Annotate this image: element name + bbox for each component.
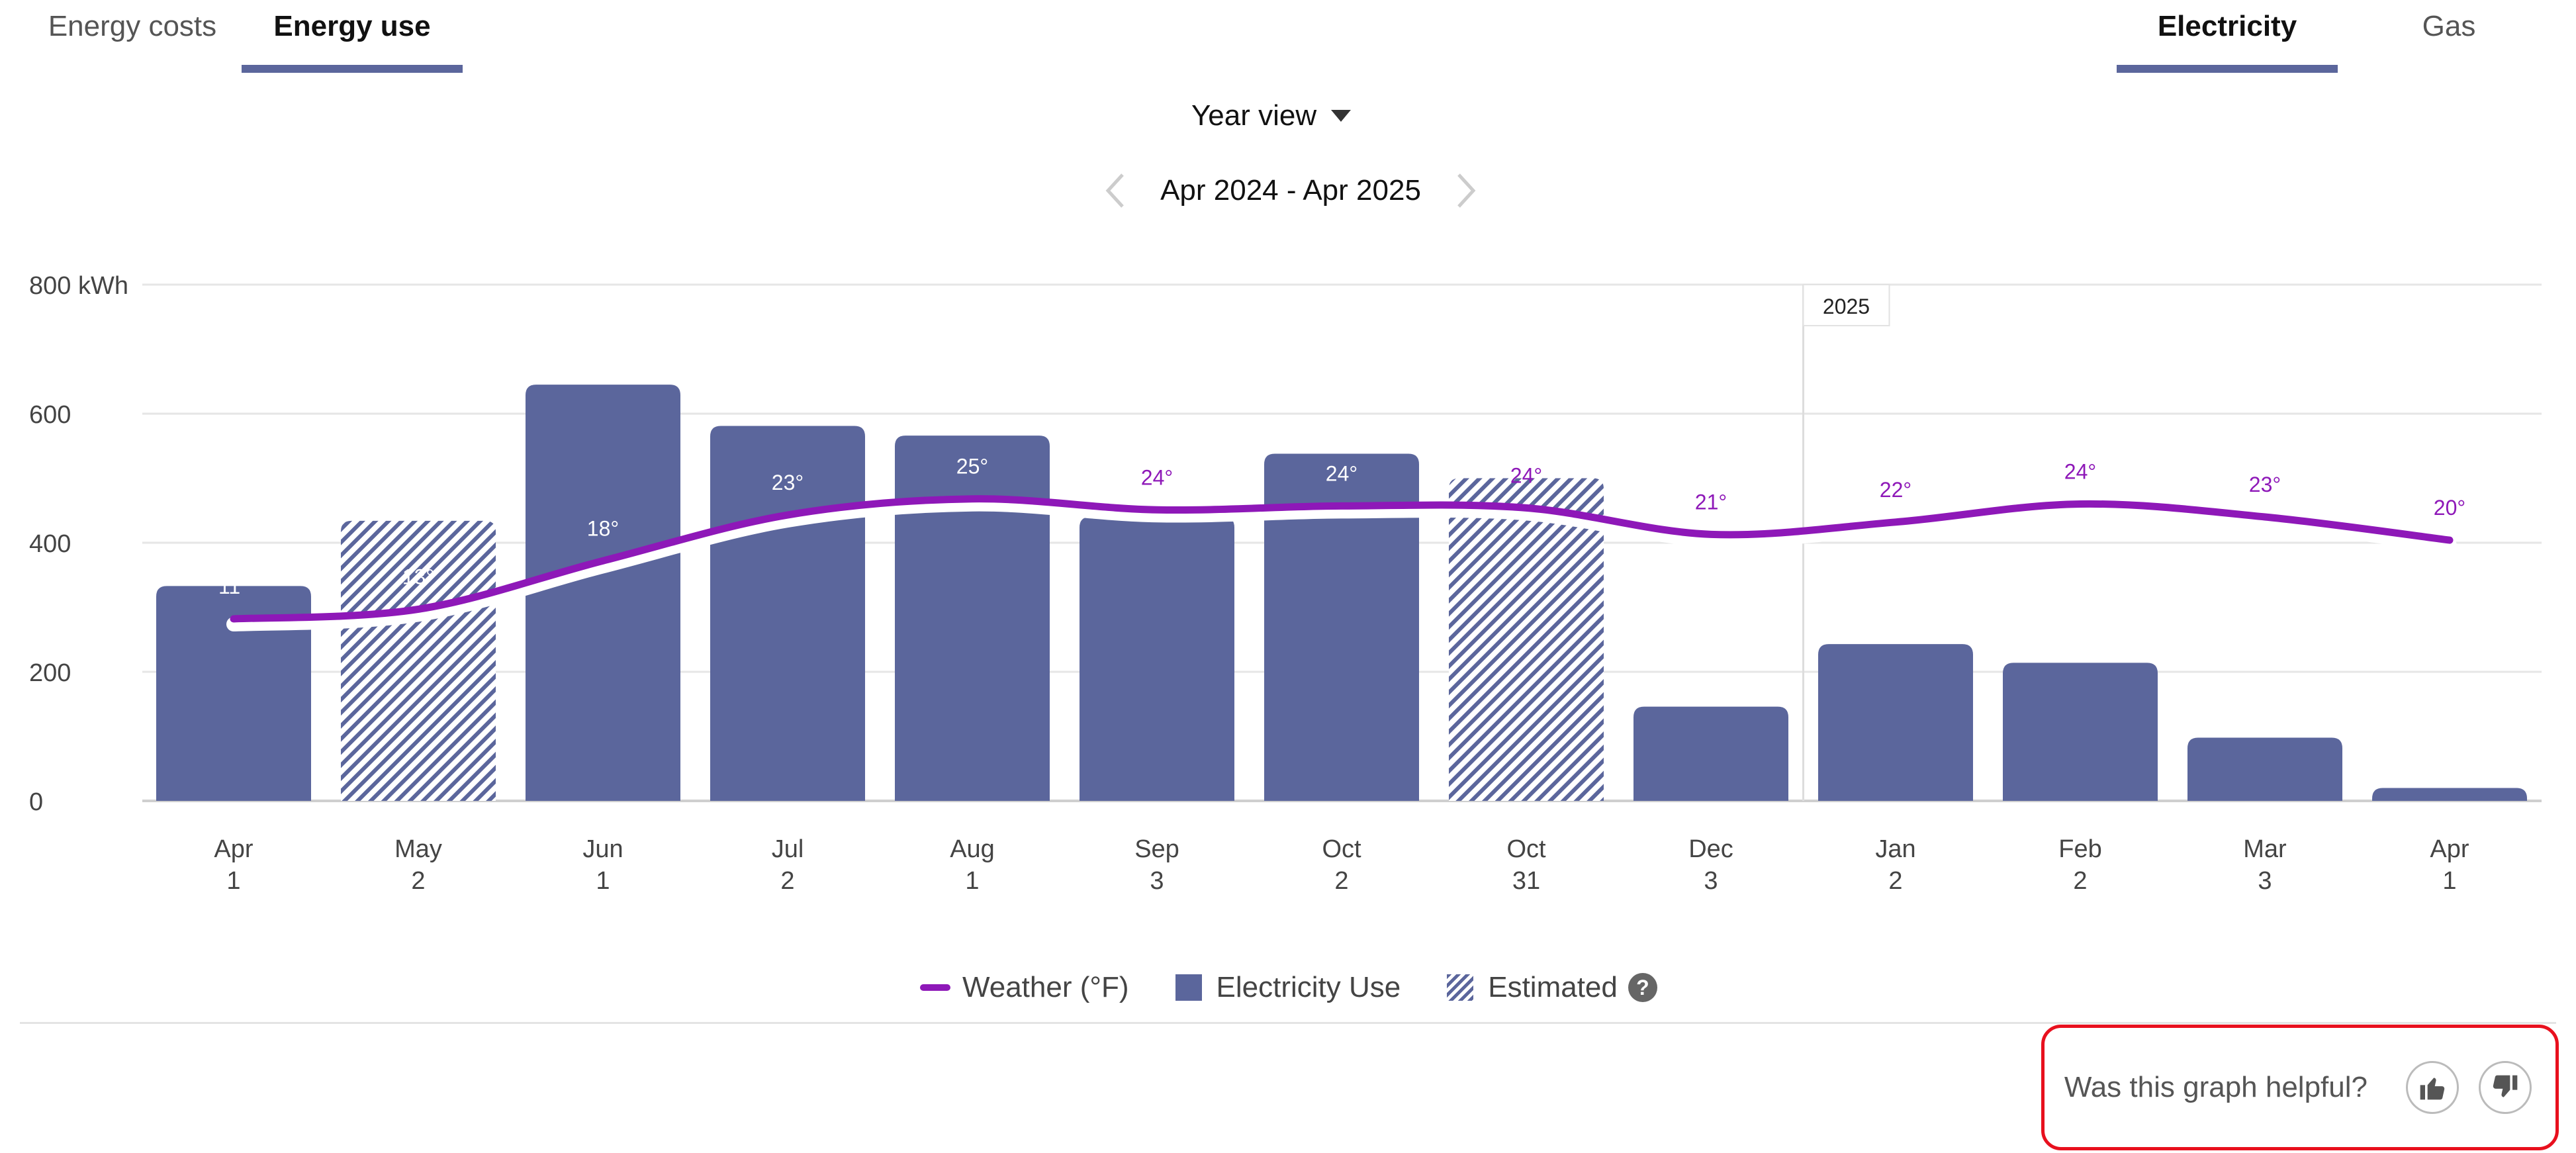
x-tick-month: Apr xyxy=(214,835,253,863)
help-icon[interactable]: ? xyxy=(1628,973,1657,1002)
y-tick-label: 0 xyxy=(29,788,43,816)
estimated-bar[interactable] xyxy=(341,520,496,801)
bar[interactable] xyxy=(895,436,1050,801)
estimated-bar[interactable] xyxy=(1449,478,1604,802)
y-tick-label: 400 xyxy=(29,530,71,558)
x-tick-month: Sep xyxy=(1134,835,1179,863)
next-period-button[interactable] xyxy=(1449,169,1483,212)
x-tick-day: 2 xyxy=(780,867,794,895)
bar[interactable] xyxy=(2187,737,2342,801)
x-tick-month: Jan xyxy=(1875,835,1915,863)
legend-weather[interactable]: Weather (°F) xyxy=(920,971,1129,1004)
y-tick-label: 800 kWh xyxy=(29,272,128,300)
thumbs-down-icon xyxy=(2493,1075,2518,1097)
bar[interactable] xyxy=(2372,788,2527,802)
x-tick-day: 3 xyxy=(1704,867,1718,895)
temperature-label: 23° xyxy=(2249,473,2281,496)
temperature-label: 13° xyxy=(402,565,434,588)
y-tick-label: 600 xyxy=(29,401,71,429)
tab-electricity[interactable]: Electricity xyxy=(2157,10,2297,42)
temperature-label: 24° xyxy=(2064,460,2096,484)
chevron-right-icon xyxy=(1457,173,1476,208)
x-tick-month: Aug xyxy=(950,835,995,863)
temperature-label: 24° xyxy=(1326,461,1357,485)
x-tick-day: 1 xyxy=(2442,867,2456,895)
x-tick-month: Oct xyxy=(1322,835,1361,863)
bar[interactable] xyxy=(1633,706,1788,801)
legend-electricity-use[interactable]: Electricity Use xyxy=(1175,971,1401,1004)
feedback-question: Was this graph helpful? xyxy=(2064,1071,2368,1103)
temperature-label: 22° xyxy=(1880,478,1911,502)
x-tick-month: May xyxy=(394,835,442,863)
thumbs-up-icon xyxy=(2420,1078,2445,1100)
x-tick-month: Apr xyxy=(2430,835,2469,863)
x-tick-month: Feb xyxy=(2058,835,2101,863)
chevron-down-icon xyxy=(1331,110,1352,122)
x-tick-day: 1 xyxy=(226,867,240,895)
legend-weather-label: Weather (°F) xyxy=(962,971,1129,1003)
weather-line-halo xyxy=(226,496,2457,632)
temperature-label: 18° xyxy=(587,516,619,540)
divider xyxy=(20,1022,2556,1024)
estimated-swatch xyxy=(1447,974,1474,1001)
chart-legend: Weather (°F) Electricity Use Estimated ? xyxy=(920,968,1657,1007)
tab-energy-use[interactable]: Energy use xyxy=(273,10,431,42)
x-tick-month: Oct xyxy=(1506,835,1546,863)
bar[interactable] xyxy=(1080,517,1234,801)
year-label: 2025 xyxy=(1823,295,1870,318)
x-tick-month: Dec xyxy=(1688,835,1733,863)
x-tick-day: 1 xyxy=(965,867,979,895)
x-tick-day: 2 xyxy=(411,867,425,895)
feedback-box: Was this graph helpful? xyxy=(2041,1025,2559,1150)
x-tick-day: 2 xyxy=(2073,867,2087,895)
x-tick-month: Mar xyxy=(2243,835,2287,863)
energy-use-chart: 800 kWh 600 400 200 0 2025 11° 13° 18° 23° 25° 24… xyxy=(29,272,2542,895)
previous-period-button[interactable] xyxy=(1099,169,1132,212)
legend-estimated[interactable]: Estimated ? xyxy=(1447,971,1657,1004)
chevron-left-icon xyxy=(1105,173,1124,208)
temperature-label: 25° xyxy=(956,455,988,479)
bar[interactable] xyxy=(526,385,680,801)
x-tick-day: 2 xyxy=(1888,867,1902,895)
x-tick-day: 31 xyxy=(1512,867,1540,895)
temperature-label: 24° xyxy=(1510,463,1542,487)
tab-gas[interactable]: Gas xyxy=(2422,10,2476,42)
temperature-label: 24° xyxy=(1141,465,1173,489)
bar[interactable] xyxy=(1818,644,1973,801)
year-view-label: Year view xyxy=(1191,99,1317,132)
x-tick-day: 3 xyxy=(1150,867,1164,895)
bar[interactable] xyxy=(156,586,311,801)
year-label-box xyxy=(1802,284,1890,326)
y-tick-label: 200 xyxy=(29,659,71,687)
bar[interactable] xyxy=(1264,453,1419,801)
electricity-use-swatch xyxy=(1175,974,1202,1001)
x-tick-month: Jun xyxy=(582,835,623,863)
period-label: Apr 2024 - Apr 2025 xyxy=(1160,174,1421,207)
temperature-label: 20° xyxy=(2434,496,2465,520)
tab-energy-use-underline xyxy=(242,65,463,73)
x-tick-day: 1 xyxy=(596,867,610,895)
temperature-label: 21° xyxy=(1695,490,1727,514)
temperature-label: 11° xyxy=(218,575,249,598)
x-tick-month: Jul xyxy=(772,835,804,863)
x-tick-day: 2 xyxy=(1334,867,1348,895)
thumbs-up-button[interactable] xyxy=(2406,1061,2459,1114)
weather-line[interactable] xyxy=(230,495,2454,623)
x-tick-day: 3 xyxy=(2258,867,2272,895)
thumbs-down-button[interactable] xyxy=(2479,1061,2532,1114)
legend-estimated-label: Estimated xyxy=(1488,971,1618,1003)
tab-energy-costs[interactable]: Energy costs xyxy=(48,10,217,42)
temperature-label: 23° xyxy=(772,471,804,494)
year-view-dropdown[interactable]: Year view xyxy=(1191,93,1390,139)
weather-line-swatch xyxy=(920,984,950,991)
tab-electricity-underline xyxy=(2117,65,2338,73)
bar[interactable] xyxy=(2003,663,2158,801)
legend-electricity-use-label: Electricity Use xyxy=(1216,971,1401,1003)
